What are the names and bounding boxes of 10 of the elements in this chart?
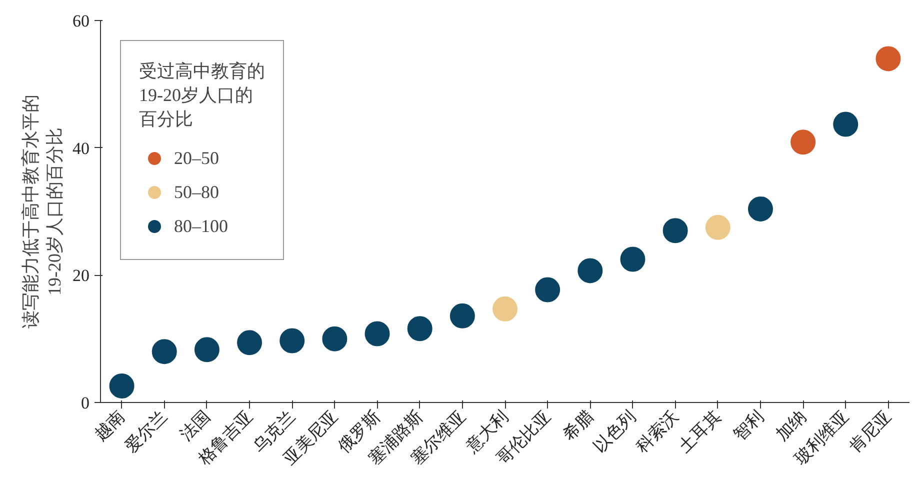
x-tick-label: 智利 — [730, 406, 768, 444]
y-tick-label: 40 — [72, 138, 90, 158]
legend-label: 50–80 — [174, 182, 219, 202]
legend-label: 80–100 — [174, 216, 228, 236]
y-tick-label: 20 — [72, 266, 90, 286]
legend-label: 20–50 — [174, 148, 219, 168]
y-axis-title: 读写能力低于高中教育水平的19-20岁人口的百分比 — [20, 94, 64, 328]
y-tick-label: 0 — [81, 394, 90, 412]
y-tick-label: 60 — [72, 12, 90, 30]
legend-title: 受过高中教育的19-20岁人口的百分比 — [139, 60, 265, 131]
